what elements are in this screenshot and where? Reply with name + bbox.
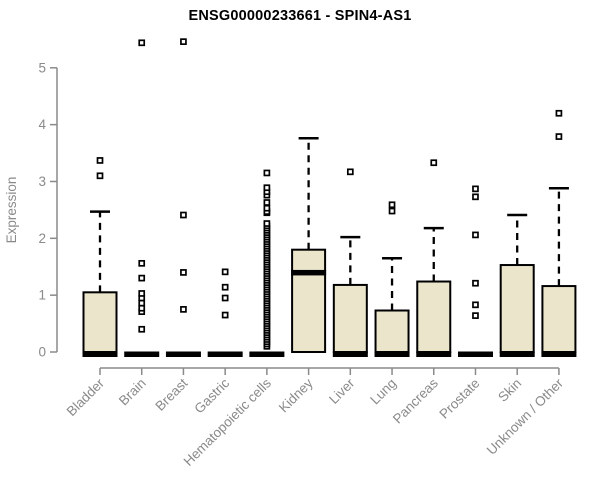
y-tick-label: 3 (38, 174, 46, 189)
outlier-point (96, 172, 104, 180)
x-category-label: Unknown / Other (484, 375, 567, 458)
outlier-point (472, 279, 479, 287)
median-line (291, 269, 327, 276)
median-line (82, 351, 118, 357)
outlier-point (138, 290, 146, 297)
median-line (207, 351, 243, 357)
outlier-point (96, 157, 104, 164)
box (332, 283, 368, 353)
outlier-point (555, 109, 563, 117)
outlier-point (138, 39, 146, 47)
outlier-point (180, 306, 187, 313)
box (541, 285, 577, 354)
outlier-point (472, 312, 479, 319)
box (291, 248, 327, 353)
x-category-label: Pancreas (390, 375, 441, 426)
outlier-point (180, 38, 187, 46)
outlier-point (263, 184, 271, 192)
median-line (541, 351, 577, 357)
outlier-point (472, 185, 479, 193)
median-line (165, 351, 201, 357)
box (374, 309, 410, 354)
outlier-point (346, 168, 354, 176)
outlier-point (138, 259, 146, 267)
outlier-point (221, 294, 229, 302)
x-category-label: Skin (495, 376, 524, 405)
y-tick-label: 5 (38, 60, 46, 75)
outlier-point (388, 207, 396, 215)
outlier-point (388, 201, 396, 209)
outlier-point (138, 299, 146, 307)
outlier-point (221, 283, 229, 291)
median-line (124, 351, 160, 357)
x-category-label: Liver (326, 375, 358, 407)
x-category-label: Gastric (191, 375, 232, 416)
x-category-label: Breast (152, 375, 190, 413)
outlier-point (555, 133, 563, 140)
outlier-point (180, 211, 187, 219)
median-line (374, 351, 410, 357)
outlier-point (180, 269, 187, 276)
chart-title: ENSG00000233661 - SPIN4-AS1 (188, 8, 412, 24)
x-category-label: Lung (367, 376, 399, 408)
y-tick-label: 1 (38, 288, 46, 303)
outlier-point (263, 204, 271, 212)
outlier-point (472, 193, 479, 201)
box (416, 280, 452, 353)
median-line (416, 351, 452, 357)
outlier-point (472, 231, 479, 239)
box (82, 291, 118, 353)
x-category-label: Prostate (436, 376, 482, 422)
outlier-point (221, 268, 229, 276)
outlier-point (138, 304, 146, 312)
outlier-point (430, 159, 438, 167)
outlier-point (263, 169, 271, 177)
x-category-label: Brain (116, 376, 149, 409)
x-category-label: Kidney (276, 375, 316, 415)
outlier-point (263, 199, 271, 206)
y-axis-label: Expression (4, 177, 19, 244)
outlier-point (263, 220, 271, 227)
y-tick-label: 2 (38, 231, 46, 246)
outlier-point (472, 301, 479, 309)
outlier-point (221, 311, 229, 319)
x-category-label: Bladder (64, 375, 108, 419)
median-line (457, 351, 493, 357)
median-line (332, 351, 368, 357)
y-tick-label: 0 (38, 345, 46, 360)
box (499, 264, 535, 353)
outlier-point (138, 325, 146, 333)
outlier-point (138, 274, 146, 282)
median-line (249, 351, 285, 357)
median-line (499, 351, 535, 357)
y-tick-label: 4 (38, 117, 46, 132)
